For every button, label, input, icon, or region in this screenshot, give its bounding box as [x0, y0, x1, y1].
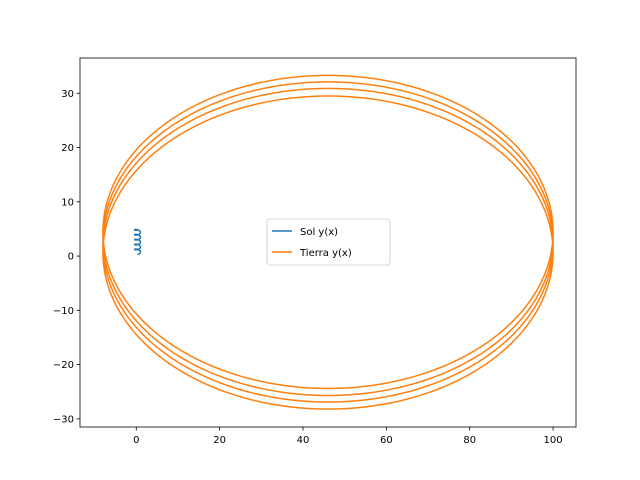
series-line-tierra [102, 74, 554, 410]
x-tick-label: 100 [544, 435, 563, 446]
y-tick-label: 30 [61, 89, 74, 100]
x-tick-label: 0 [133, 435, 139, 446]
legend-box [266, 218, 391, 266]
x-axis-ticks: 0 20 40 60 80 100 [133, 427, 563, 446]
y-tick-label: −20 [53, 360, 74, 371]
legend-label: Tierra y(x) [299, 248, 352, 259]
y-tick-label: −30 [53, 414, 74, 425]
y-axis-ticks: −30 −20 −10 0 10 20 30 [53, 89, 80, 425]
x-tick-label: 60 [380, 435, 393, 446]
y-tick-label: 0 [68, 252, 74, 263]
y-tick-label: 20 [61, 143, 74, 154]
axes-frame [79, 57, 577, 428]
legend-label: Sol y(x) [300, 227, 338, 238]
y-tick-label: 10 [61, 197, 74, 208]
x-tick-label: 80 [463, 435, 476, 446]
series-line-sol [133, 228, 142, 256]
x-tick-label: 20 [213, 435, 226, 446]
x-tick-label: 40 [297, 435, 310, 446]
series-layer [102, 74, 554, 410]
y-tick-label: −10 [53, 306, 74, 317]
legend: Sol y(x) Tierra y(x) [266, 218, 391, 266]
